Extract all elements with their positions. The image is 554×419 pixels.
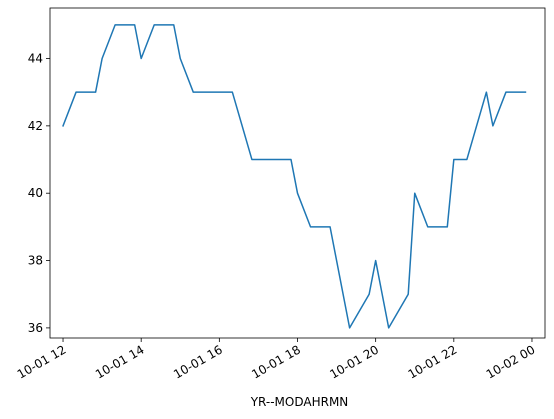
x-tick-label: 10-01 20 <box>327 342 381 381</box>
x-axis-ticks: 10-01 12 10-01 14 10-01 16 10-01 18 10-01 20… <box>15 338 538 382</box>
x-tick-label: 10-01 14 <box>93 342 147 381</box>
y-tick-label: 38 <box>28 254 43 268</box>
x-tick-label: 10-01 22 <box>406 342 460 381</box>
series-line-0 <box>62 24 527 329</box>
axes-border <box>49 7 546 339</box>
series-layer <box>62 24 527 329</box>
x-tick-label: 10-01 16 <box>171 342 225 381</box>
y-axis-ticks: 36 38 40 42 44 <box>28 52 50 335</box>
y-tick-label: 44 <box>28 52 43 66</box>
x-axis-label: YR--MODAHRMN <box>250 395 349 409</box>
x-tick-label: 10-01 18 <box>249 342 303 381</box>
y-tick-label: 40 <box>28 186 43 200</box>
y-tick-label: 42 <box>28 119 43 133</box>
x-tick-label: 10-02 00 <box>484 342 538 381</box>
axes-frame <box>49 7 546 339</box>
x-tick-label: 10-01 12 <box>15 342 69 381</box>
y-tick-label: 36 <box>28 321 43 335</box>
